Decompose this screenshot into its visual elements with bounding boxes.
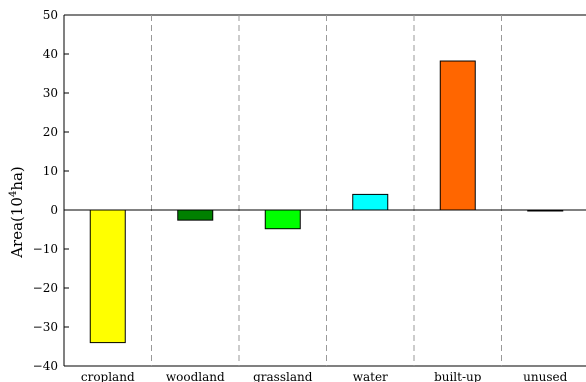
y-tick-label: −30 — [33, 320, 58, 334]
y-axis-title: Area(104ha) — [8, 166, 26, 259]
y-tick-label: 10 — [43, 164, 58, 178]
category-separators — [151, 15, 502, 366]
y-tick-label: 20 — [43, 125, 58, 139]
x-tick-label: cropland — [81, 370, 135, 382]
x-tick-label: unused — [523, 370, 567, 382]
bar-grassland — [264, 209, 301, 230]
x-tick-label: built-up — [434, 370, 482, 382]
x-axis: cropland woodland grassland water built-up un… — [81, 370, 568, 382]
x-tick-label: grassland — [253, 370, 313, 382]
x-tick-label: water — [353, 370, 388, 382]
x-tick-label: woodland — [166, 370, 225, 382]
bar-woodland — [177, 209, 214, 221]
y-axis-title-exponent: 4 — [8, 191, 19, 197]
y-tick-label: 50 — [43, 8, 58, 22]
y-axis: −40 −30 −20 −10 0 10 20 30 40 50 — [33, 8, 69, 373]
plot-frame — [63, 14, 586, 367]
bar-cropland — [89, 209, 126, 344]
y-tick-label: −20 — [33, 281, 58, 295]
y-tick-label: −40 — [33, 359, 58, 373]
y-tick-label: 30 — [43, 86, 58, 100]
y-tick-label: 0 — [50, 203, 58, 217]
y-tick-label: −10 — [33, 242, 58, 256]
y-axis-title-base: Area(10 — [8, 197, 26, 259]
bar-unused — [527, 209, 564, 212]
bar-built-up — [439, 60, 476, 211]
y-axis-title-unit: ha) — [8, 166, 26, 190]
bar-water — [352, 193, 389, 211]
bars — [89, 60, 564, 344]
y-tick-label: 40 — [43, 47, 58, 61]
